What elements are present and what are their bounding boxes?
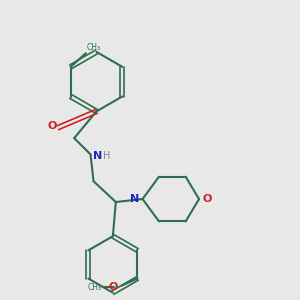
Text: O: O — [108, 283, 117, 292]
Text: O: O — [202, 194, 211, 204]
Text: H: H — [103, 151, 110, 161]
Text: CH₃: CH₃ — [88, 283, 102, 292]
Text: N: N — [130, 194, 140, 204]
Text: CH₃: CH₃ — [87, 43, 101, 52]
Text: O: O — [48, 121, 57, 131]
Text: N: N — [93, 151, 102, 161]
